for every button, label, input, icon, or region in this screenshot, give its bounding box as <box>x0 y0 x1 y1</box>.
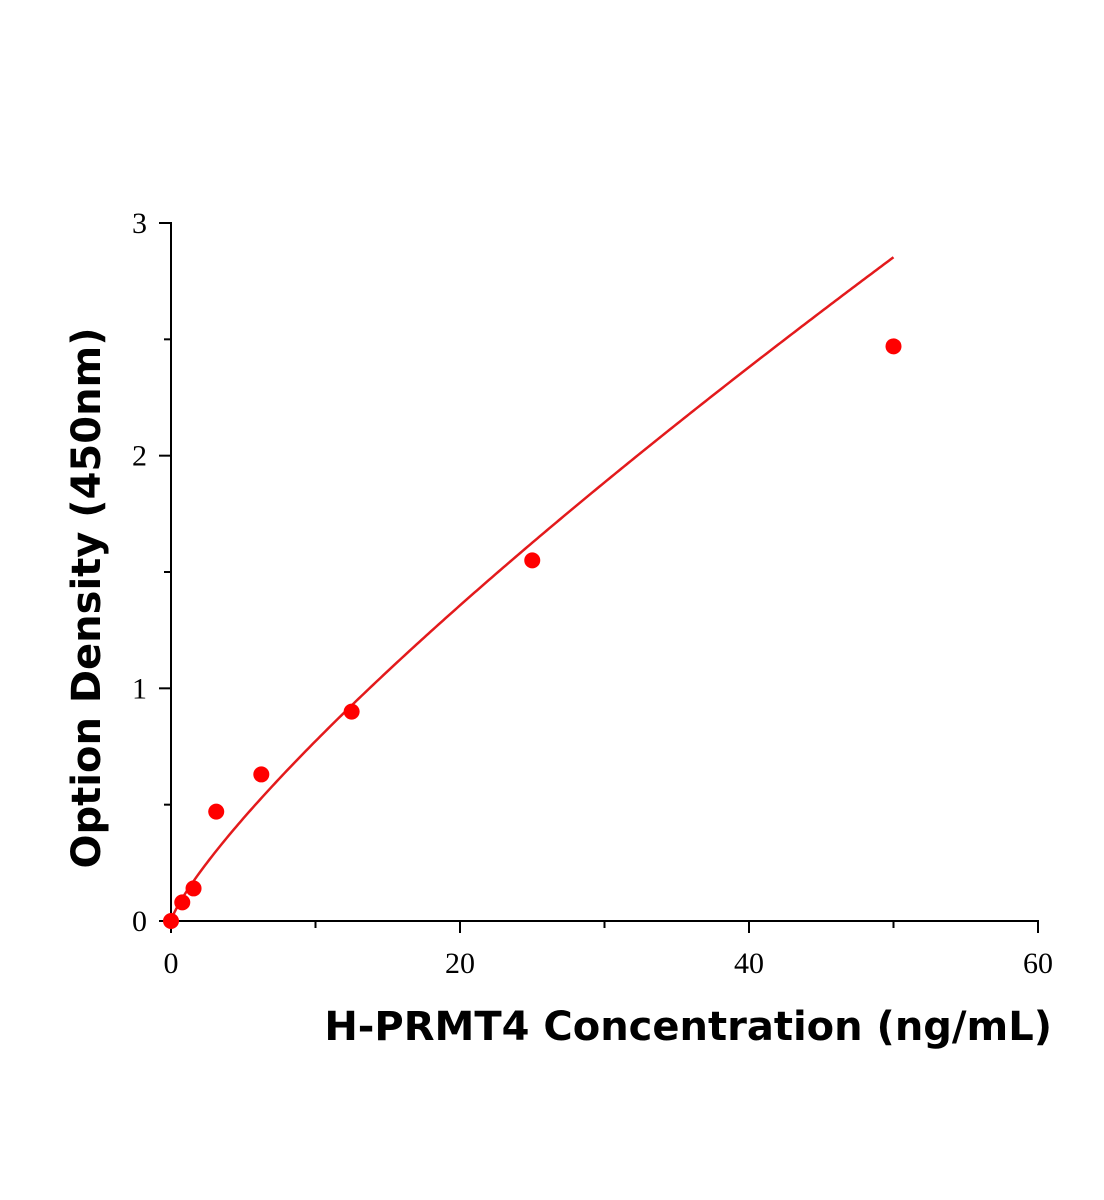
x-axis-title: H-PRMT4 Concentration (ng/mL) <box>324 1004 1052 1050</box>
x-tick-label: 40 <box>734 947 764 980</box>
y-axis-title: Option Density (450nm) <box>64 327 110 868</box>
y-tick-label: 0 <box>132 905 147 938</box>
data-point <box>253 766 270 783</box>
data-points <box>163 338 902 929</box>
data-point <box>343 703 360 720</box>
fit-curve-layer <box>169 256 895 922</box>
fit-curve <box>169 256 895 922</box>
data-point <box>163 913 179 929</box>
x-tick-label: 20 <box>445 947 475 980</box>
x-tick-label: 0 <box>164 947 179 980</box>
data-point <box>208 803 225 820</box>
x-tick-label: 60 <box>1023 947 1053 980</box>
data-point <box>885 338 902 355</box>
data-point <box>185 880 202 897</box>
data-point <box>524 552 541 569</box>
ticks: 0 20 40 60 0 1 2 3 <box>132 207 1053 980</box>
y-tick-label: 2 <box>132 440 147 473</box>
axes <box>170 222 1039 922</box>
y-tick-label: 3 <box>132 207 147 240</box>
data-point <box>174 894 191 911</box>
y-tick-label: 1 <box>132 672 147 705</box>
